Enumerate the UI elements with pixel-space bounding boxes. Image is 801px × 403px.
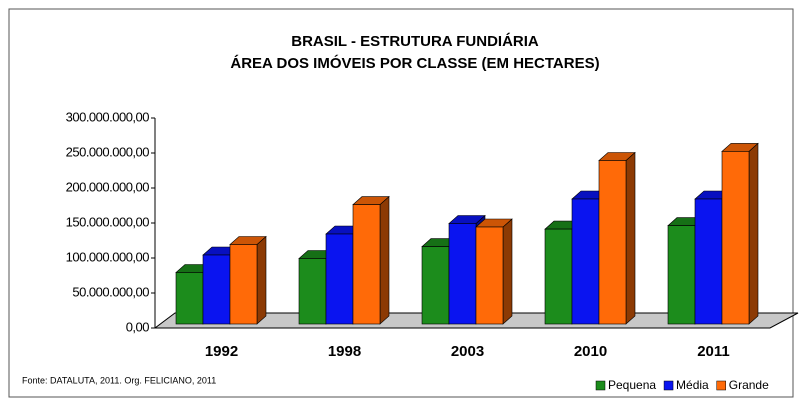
- x-tick-label: 1992: [205, 343, 238, 360]
- bar: [202, 254, 231, 325]
- bar: [694, 198, 723, 325]
- y-tick-label: 100.000.000,00: [66, 249, 150, 264]
- bar: [325, 233, 354, 325]
- chart-subtitle: ÁREA DOS IMÓVEIS POR CLASSE (EM HECTARES…: [230, 54, 599, 72]
- bar-side: [502, 218, 513, 325]
- bar: [229, 244, 258, 325]
- y-tick-label: 0,00: [126, 319, 150, 334]
- bar: [544, 228, 573, 325]
- x-tick-label: 2003: [451, 343, 484, 360]
- legend-swatch: [663, 380, 674, 391]
- bar-side: [625, 151, 636, 325]
- y-tick-label: 300.000.000,00: [66, 109, 150, 124]
- bar-side: [748, 142, 759, 325]
- bar: [448, 223, 477, 325]
- legend-swatch: [595, 380, 606, 391]
- chart-title: BRASIL - ESTRUTURA FUNDIÁRIA: [291, 33, 539, 50]
- bar: [571, 198, 600, 325]
- bar: [175, 272, 204, 325]
- bar: [598, 160, 627, 325]
- y-tick-label: 250.000.000,00: [66, 144, 150, 159]
- bar: [352, 204, 381, 325]
- y-tick-label: 50.000.000,00: [72, 284, 149, 299]
- legend-swatch: [716, 380, 726, 391]
- bar: [421, 246, 450, 325]
- chart-border: [8, 8, 794, 398]
- bar: [298, 258, 327, 325]
- x-tick-label: 2011: [697, 343, 730, 360]
- y-tick-label: 200.000.000,00: [66, 179, 150, 194]
- bar: [475, 226, 504, 325]
- legend-label: Grande: [729, 378, 769, 392]
- legend-label: Média: [676, 378, 709, 392]
- bar: [667, 225, 696, 325]
- x-tick-label: 1998: [328, 343, 361, 360]
- legend-label: Pequena: [608, 378, 656, 392]
- source-note: Fonte: DATALUTA, 2011. Org. FELICIANO, 2…: [22, 375, 216, 385]
- bar-side: [379, 195, 390, 325]
- y-tick-label: 150.000.000,00: [66, 214, 150, 229]
- bar-side: [256, 235, 267, 325]
- x-tick-label: 2010: [574, 343, 607, 360]
- bar: [721, 151, 750, 325]
